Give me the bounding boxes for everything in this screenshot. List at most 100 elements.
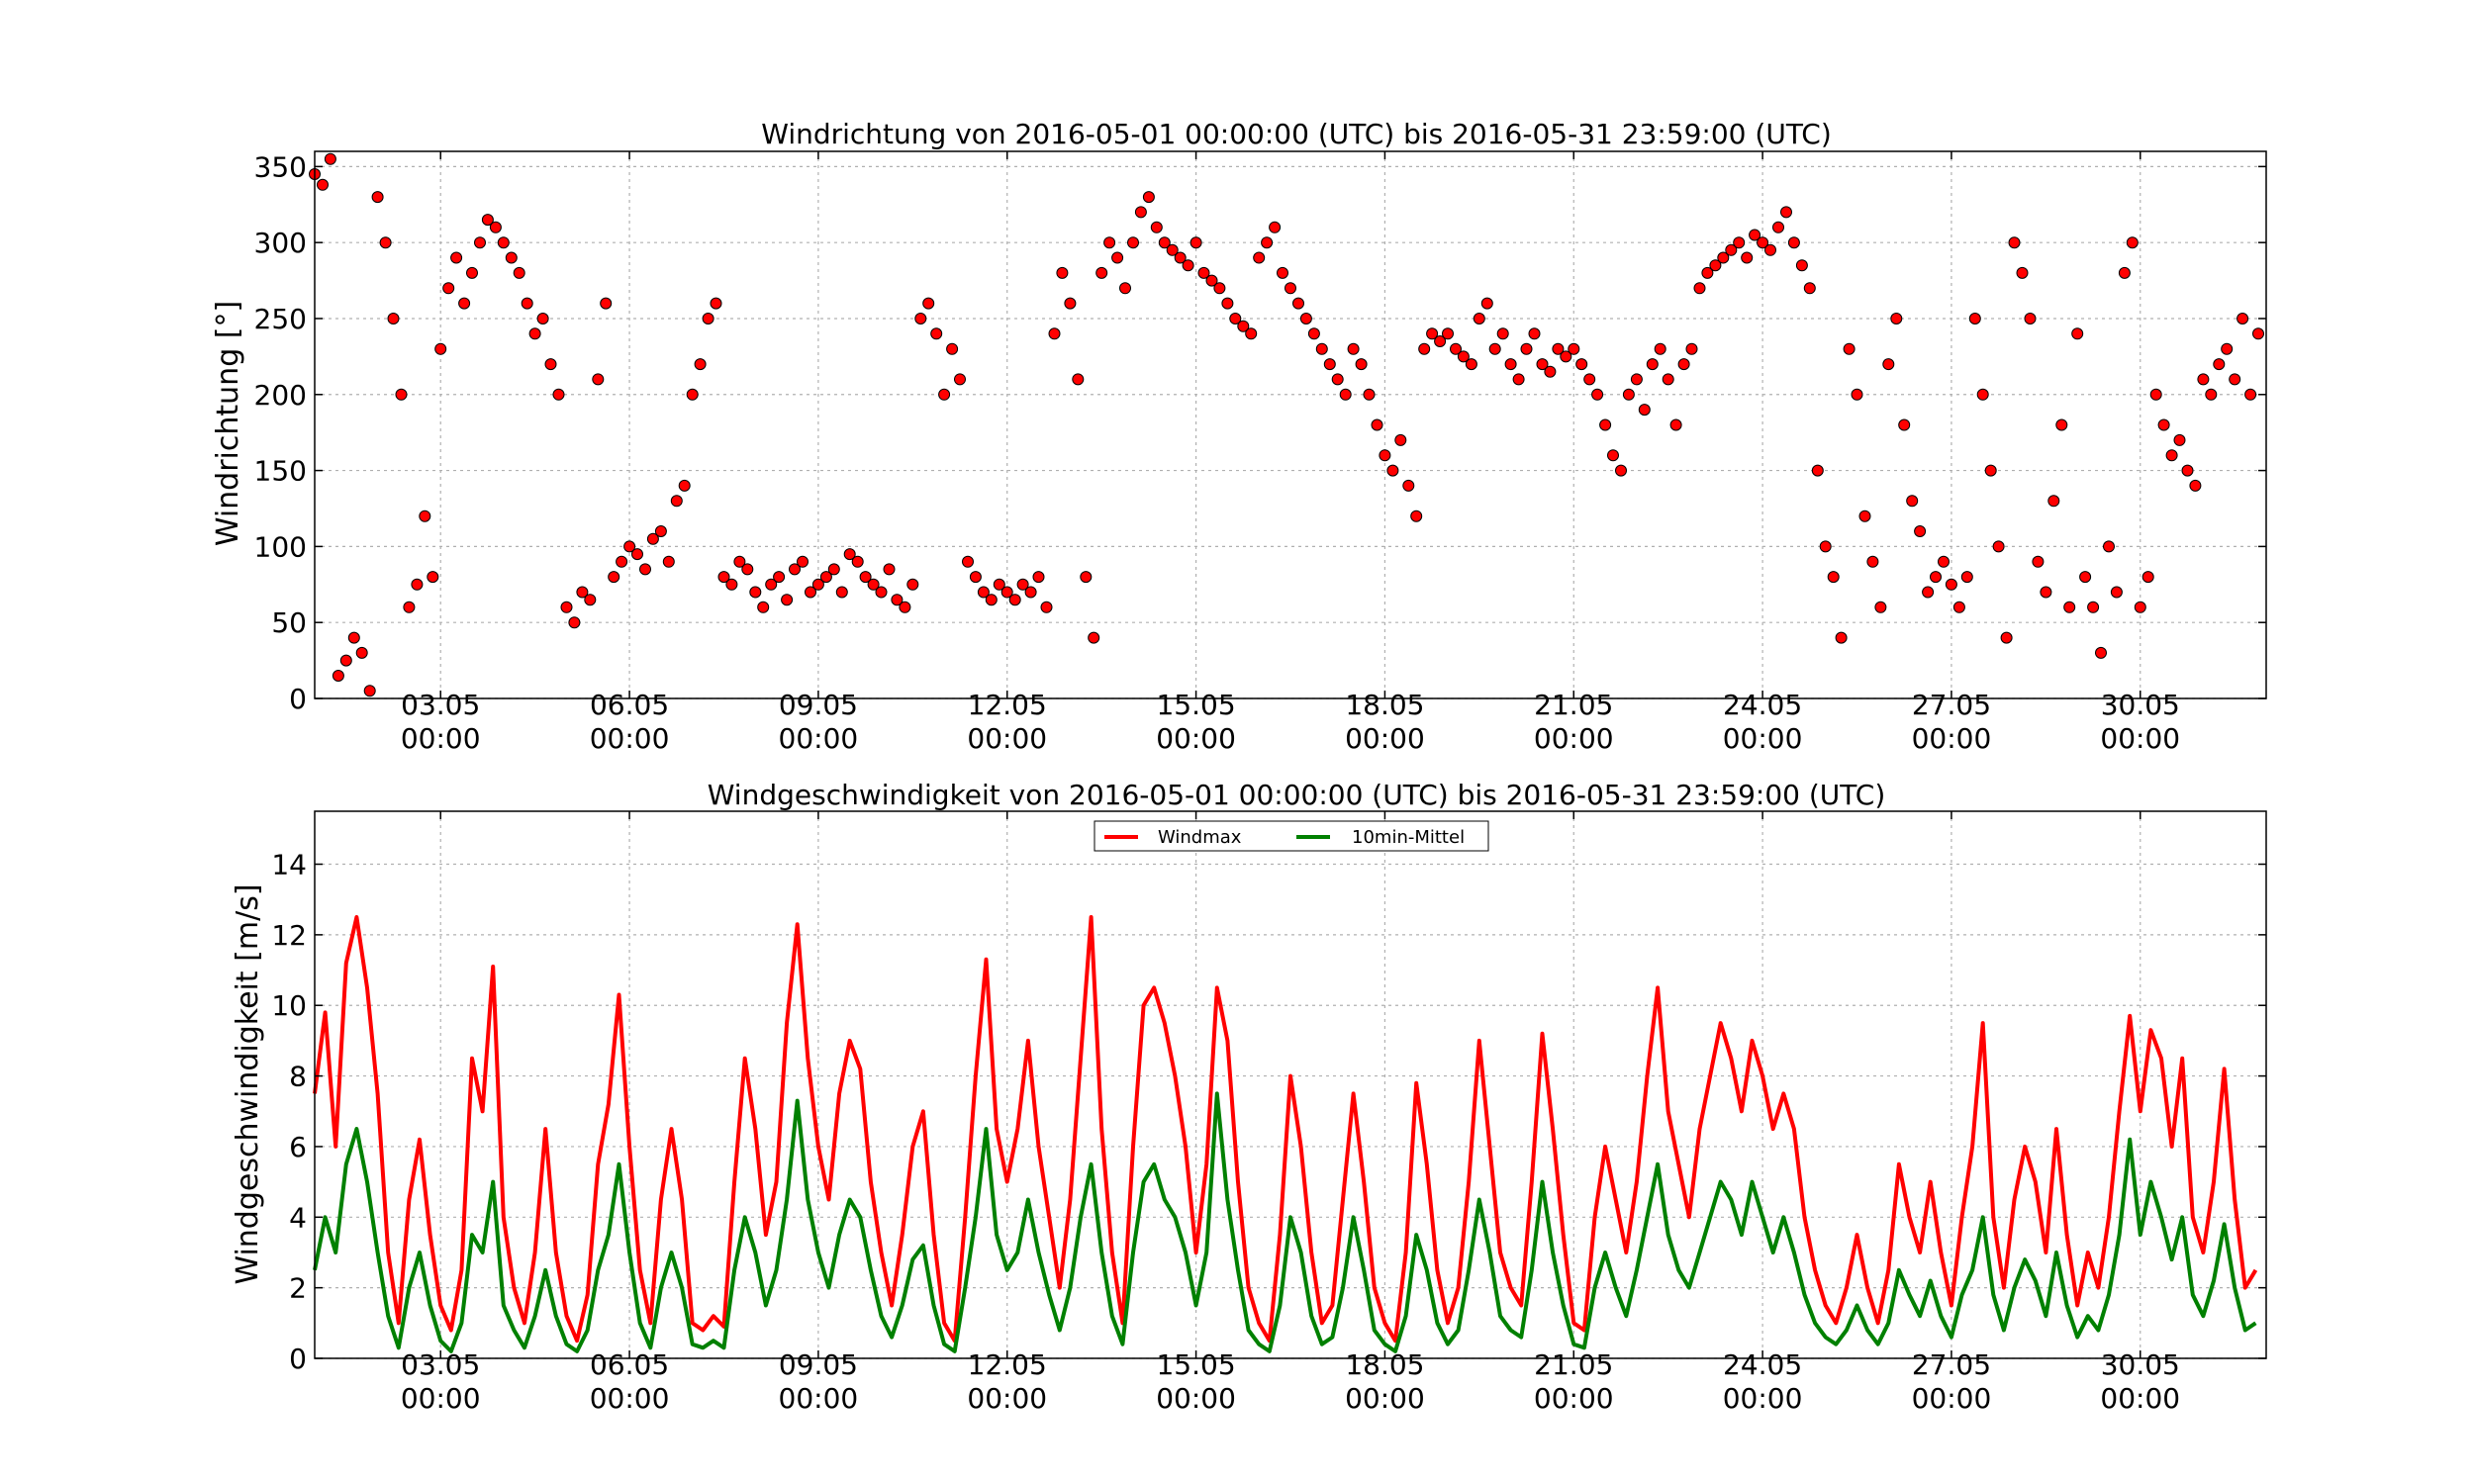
wind-speed-y-tick-label: 10 (271, 989, 307, 1022)
wind-direction-point (474, 236, 486, 249)
wind-direction-point (1418, 342, 1431, 355)
wind-direction-point (1906, 495, 1919, 508)
wind-direction-x-tick-date: 12.05 (968, 689, 1047, 721)
wind-direction-point (906, 578, 919, 591)
wind-direction-point (1142, 191, 1155, 204)
wind-speed-x-tick-time: 00:00 (590, 1382, 670, 1415)
wind-direction-point (1976, 388, 1989, 401)
wind-direction-point (1599, 418, 1612, 431)
wind-direction-point (489, 221, 502, 233)
wind-direction-point (1874, 601, 1887, 613)
wind-speed-x-tick-date: 03.05 (401, 1348, 480, 1381)
wind-direction-point (379, 236, 392, 249)
wind-direction-point (2095, 646, 2107, 659)
wind-direction-point (843, 548, 856, 561)
wind-direction-point (505, 251, 518, 264)
wind-direction-point (1127, 236, 1139, 249)
wind-speed-x-tick-time: 00:00 (967, 1382, 1047, 1415)
wind-direction-point (1442, 327, 1454, 340)
wind-speed-x-tick-time: 00:00 (1345, 1382, 1425, 1415)
wind-direction-point (2244, 388, 2257, 401)
wind-direction-point (2047, 495, 2060, 508)
wind-direction-point (355, 646, 368, 659)
wind-direction-point (1560, 350, 1572, 363)
wind-direction-point (1080, 571, 1093, 584)
wind-speed-x-tick-time: 00:00 (779, 1382, 859, 1415)
wind-direction-point (1835, 631, 1848, 644)
wind-direction-point (1827, 571, 1840, 584)
wind-direction-point (1119, 282, 1131, 295)
wind-direction-point (419, 510, 431, 522)
wind-direction-point (899, 601, 911, 613)
wind-direction-point (1323, 358, 1336, 371)
wind-direction-x-tick-time: 00:00 (2100, 722, 2180, 755)
wind-direction-point (1757, 236, 1769, 249)
wind-direction-point (678, 479, 691, 492)
wind-direction-point (1347, 342, 1360, 355)
wind-direction-point (1158, 236, 1171, 249)
wind-direction-point (883, 563, 896, 576)
wind-direction-point (2157, 418, 2170, 431)
wind-direction-point (1898, 418, 1911, 431)
wind-direction-x-tick-time: 00:00 (1345, 722, 1425, 755)
wind-direction-point (1630, 373, 1643, 386)
wind-direction-point (1088, 631, 1100, 644)
wind-direction-point (733, 555, 746, 568)
wind-direction-x-tick-date: 27.05 (1912, 689, 1991, 721)
wind-direction-point (1016, 578, 1029, 591)
wind-direction-y-tick-label: 150 (254, 455, 307, 488)
wind-direction-point (2165, 449, 2178, 462)
wind-direction-x-tick-time: 00:00 (967, 722, 1047, 755)
wind-speed-y-tick-label: 4 (289, 1201, 307, 1234)
wind-direction-point (1960, 571, 1973, 584)
wind-direction-point (2173, 433, 2186, 446)
wind-direction-x-ticks: 03.0500:0006.0500:0009.0500:0012.0500:00… (401, 151, 2180, 755)
wind-direction-x-tick-time: 00:00 (1534, 722, 1614, 755)
wind-direction-point (1111, 251, 1124, 264)
wind-direction-point (576, 586, 589, 599)
wind-direction-point (1764, 243, 1776, 256)
wind-direction-point (2032, 555, 2045, 568)
wind-speed-x-tick-date: 06.05 (590, 1348, 669, 1381)
wind-speed-x-tick-date: 12.05 (968, 1348, 1047, 1381)
wind-speed-x-tick-time: 00:00 (401, 1382, 481, 1415)
wind-direction-point (1261, 236, 1274, 249)
wind-direction-point (1386, 464, 1399, 477)
wind-direction-point (608, 571, 620, 584)
wind-direction-point (2055, 418, 2068, 431)
wind-direction-point (717, 571, 730, 584)
wind-direction-point (1568, 342, 1580, 355)
wind-direction-point (2197, 373, 2210, 386)
wind-direction-point (1457, 350, 1470, 363)
wind-direction-point (773, 571, 786, 584)
wind-direction-point (1843, 342, 1856, 355)
wind-direction-point (789, 563, 801, 576)
wind-direction-point (1677, 358, 1690, 371)
wind-direction-point (781, 594, 794, 606)
wind-direction-chart: Windrichtung von 2016-05-01 00:00:00 (UT… (211, 118, 2267, 755)
legend-label-10min-mittel: 10min-Mittel (1352, 827, 1465, 848)
wind-direction-point (993, 578, 1005, 591)
wind-direction-point (1394, 433, 1407, 446)
wind-direction-point (827, 563, 840, 576)
wind-direction-point (1922, 586, 1935, 599)
wind-direction-x-tick-date: 09.05 (779, 689, 858, 721)
wind-direction-point (1237, 320, 1250, 332)
wind-speed-y-tick-label: 12 (271, 919, 307, 952)
wind-direction-point (2213, 358, 2226, 371)
wind-direction-point (1285, 282, 1296, 295)
wind-direction-point (938, 388, 951, 401)
wind-speed-legend: Windmax 10min-Mittel (1094, 820, 1489, 852)
wind-direction-point (411, 578, 424, 591)
wind-direction-point (2126, 236, 2139, 249)
wind-direction-point (1622, 388, 1635, 401)
wind-direction-point (1882, 358, 1895, 371)
wind-direction-point (2189, 479, 2202, 492)
wind-direction-point (1134, 206, 1147, 219)
wind-direction-point (969, 571, 982, 584)
wind-direction-point (1693, 282, 1706, 295)
wind-direction-point (1952, 601, 1965, 613)
windmax-line (313, 915, 2258, 1344)
wind-direction-point (1277, 266, 1288, 279)
wind-direction-point (466, 266, 478, 279)
